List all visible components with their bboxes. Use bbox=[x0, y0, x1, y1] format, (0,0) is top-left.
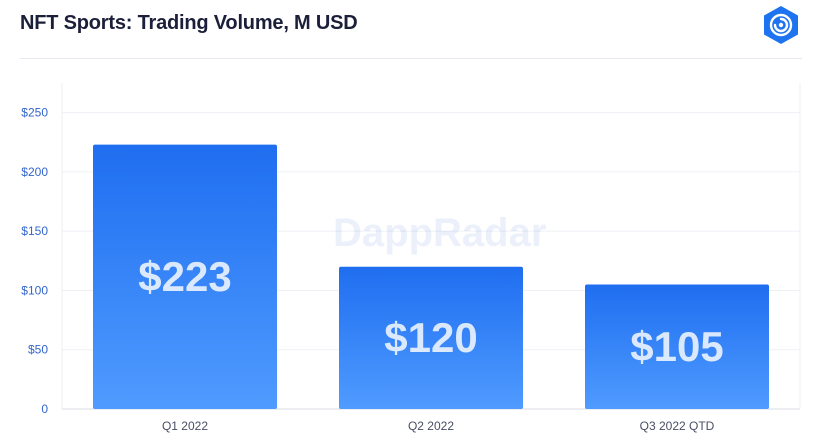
bar-value-label: $223 bbox=[138, 253, 231, 300]
x-tick-label: Q2 2022 bbox=[408, 419, 454, 433]
bar bbox=[93, 144, 277, 410]
bar-value-label: $105 bbox=[630, 323, 723, 370]
y-tick-label: $150 bbox=[21, 224, 48, 238]
y-tick-label: $50 bbox=[28, 343, 48, 357]
y-tick-label: $200 bbox=[21, 165, 48, 179]
y-tick-label: 0 bbox=[41, 402, 48, 416]
x-tick-label: Q3 2022 QTD bbox=[640, 419, 715, 433]
dappradar-logo-icon bbox=[764, 6, 798, 44]
bar-value-label: $120 bbox=[384, 314, 477, 361]
chart-title: NFT Sports: Trading Volume, M USD bbox=[20, 12, 358, 34]
x-tick-label: Q1 2022 bbox=[162, 419, 208, 433]
y-tick-label: $250 bbox=[21, 106, 48, 120]
watermark-text: DappRadar bbox=[333, 211, 546, 255]
bar bbox=[585, 284, 769, 409]
header-divider bbox=[20, 58, 802, 59]
y-tick-label: $100 bbox=[21, 283, 48, 297]
bar bbox=[339, 266, 523, 409]
